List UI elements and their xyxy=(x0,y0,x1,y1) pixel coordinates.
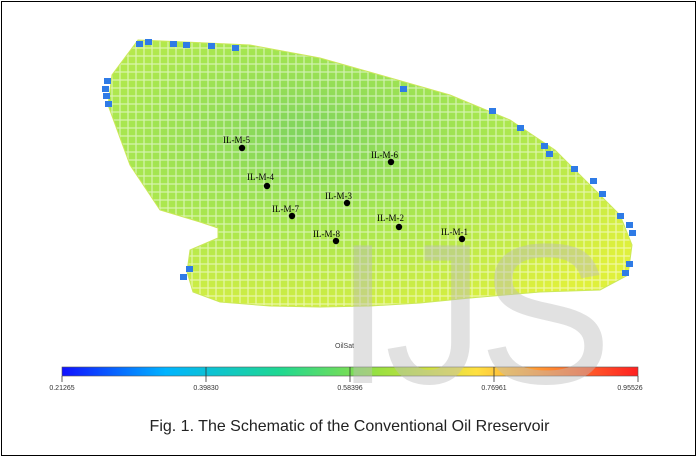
well-label: IL-M-6 xyxy=(371,150,398,160)
edge-cell xyxy=(232,45,239,51)
colorbar: OilSat 0.21265 0.39830 0.58396 0.76961 0… xyxy=(49,343,642,392)
colorbar-tick-label: 0.58396 xyxy=(337,385,362,392)
reservoir-grid xyxy=(107,39,633,308)
edge-cell xyxy=(626,261,633,267)
edge-cell xyxy=(102,86,109,92)
edge-cell xyxy=(208,43,215,49)
well-il-m-2: IL-M-2 xyxy=(377,213,404,231)
well-marker xyxy=(288,212,296,220)
edge-cell xyxy=(104,78,111,84)
well-label: IL-M-1 xyxy=(441,227,468,237)
figure-caption: Fig. 1. The Schematic of the Conventiona… xyxy=(149,418,550,435)
edge-cell xyxy=(541,143,548,149)
well-label: IL-M-2 xyxy=(377,213,404,223)
well-il-m-1: IL-M-1 xyxy=(441,227,468,243)
well-label: IL-M-7 xyxy=(272,204,299,214)
edge-cell xyxy=(517,125,524,131)
edge-cell xyxy=(590,178,597,184)
well-label: IL-M-5 xyxy=(223,135,250,145)
well-marker xyxy=(387,158,395,166)
edge-cell xyxy=(489,108,496,114)
well-il-m-8: IL-M-8 xyxy=(313,229,340,245)
edge-cell xyxy=(546,151,553,157)
colorbar-tick-label: 0.95526 xyxy=(617,385,642,392)
colorbar-title: OilSat xyxy=(335,343,354,350)
edge-cell xyxy=(183,42,190,48)
edge-cell xyxy=(103,93,110,99)
edge-cell xyxy=(629,230,636,236)
edge-cell xyxy=(599,191,606,197)
well-label: IL-M-8 xyxy=(313,229,340,239)
edge-cell xyxy=(400,86,407,92)
well-marker xyxy=(458,235,466,243)
well-marker xyxy=(332,237,340,245)
edge-cell xyxy=(622,270,629,276)
well-marker xyxy=(395,223,403,231)
edge-cell xyxy=(145,39,152,45)
edge-cell xyxy=(186,266,193,272)
edge-cell xyxy=(136,41,143,47)
edge-cell xyxy=(571,166,578,172)
colorbar-tick-label: 0.76961 xyxy=(481,385,506,392)
well-label: IL-M-3 xyxy=(325,191,352,201)
colorbar-tick-label: 0.39830 xyxy=(193,385,218,392)
edge-cell xyxy=(105,101,112,107)
well-label: IL-M-4 xyxy=(247,172,274,182)
well-markers: IL-M-5 IL-M-6 IL-M-4 IL-M-3 IL-M-7 IL-M-… xyxy=(223,135,468,245)
reservoir-edge-cells xyxy=(102,39,636,280)
well-marker xyxy=(263,182,271,190)
well-marker xyxy=(343,199,351,207)
edge-cell xyxy=(170,41,177,47)
edge-cell xyxy=(617,213,624,219)
well-il-m-7: IL-M-7 xyxy=(272,204,299,220)
well-il-m-6: IL-M-6 xyxy=(371,150,398,166)
edge-cell xyxy=(626,222,633,228)
well-il-m-3: IL-M-3 xyxy=(325,191,352,207)
well-marker xyxy=(238,144,246,152)
well-il-m-5: IL-M-5 xyxy=(223,135,250,152)
colorbar-tick-label: 0.21265 xyxy=(49,385,74,392)
well-il-m-4: IL-M-4 xyxy=(247,172,274,190)
edge-cell xyxy=(180,274,187,280)
